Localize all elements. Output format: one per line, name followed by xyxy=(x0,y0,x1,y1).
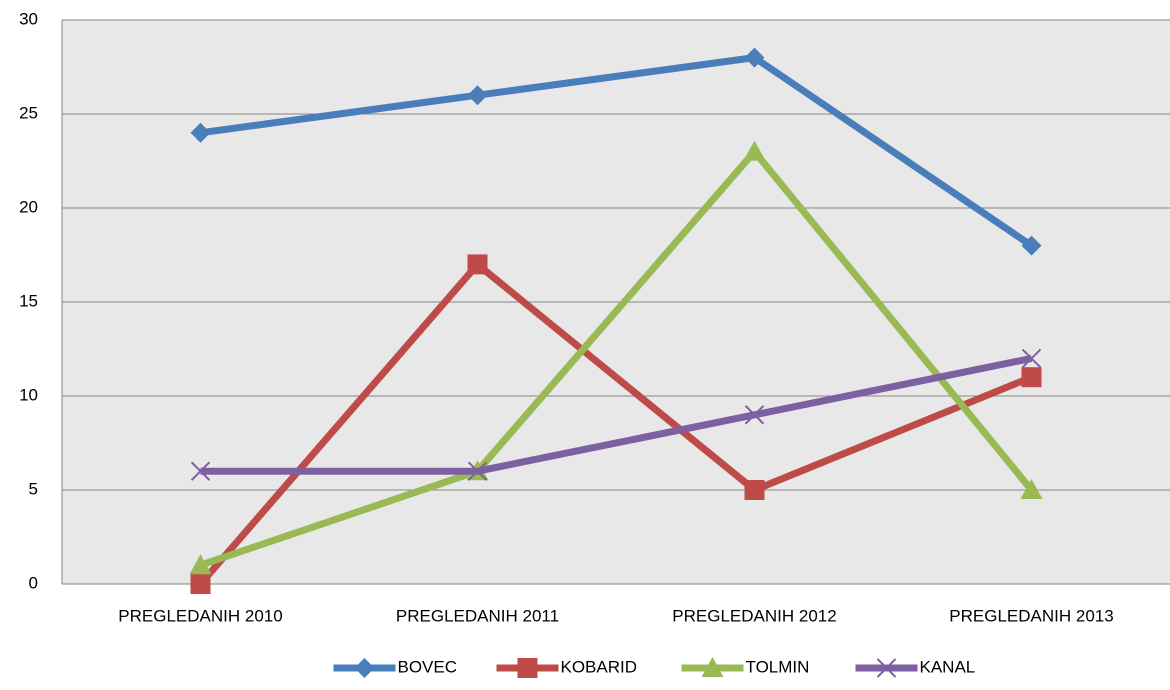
y-tick-label: 10 xyxy=(19,385,38,404)
legend-label: BOVEC xyxy=(398,657,458,676)
y-tick-label: 15 xyxy=(19,291,38,310)
y-tick-label: 5 xyxy=(29,479,38,498)
marker xyxy=(1020,479,1043,499)
line xyxy=(200,54,1034,249)
marker xyxy=(1021,235,1042,256)
marker xyxy=(744,405,765,425)
marker xyxy=(517,658,538,678)
x-tick-label: PREGLEDANIH 2010 xyxy=(118,606,282,625)
legend-label: TOLMIN xyxy=(746,657,810,676)
series xyxy=(190,254,1042,594)
marker xyxy=(1021,348,1042,369)
line xyxy=(199,148,1035,569)
marker xyxy=(190,461,211,481)
x-tick-label: PREGLEDANIH 2012 xyxy=(672,606,836,625)
marker xyxy=(467,254,488,275)
legend-label: KOBARID xyxy=(561,657,638,676)
series xyxy=(190,348,1042,481)
marker xyxy=(744,47,765,68)
x-tick-label: PREGLEDANIH 2011 xyxy=(396,606,559,625)
marker xyxy=(744,480,765,500)
marker xyxy=(701,657,724,677)
marker xyxy=(1021,367,1042,388)
marker xyxy=(876,658,897,678)
y-tick-label: 20 xyxy=(19,197,38,216)
line xyxy=(200,354,1033,475)
marker xyxy=(190,122,211,143)
legend-item: BOVEC xyxy=(333,657,458,678)
legend-label: KANAL xyxy=(920,657,976,676)
y-tick-label: 30 xyxy=(19,9,38,28)
series xyxy=(190,47,1042,256)
legend-item: TOLMIN xyxy=(681,657,810,677)
y-tick-label: 25 xyxy=(19,103,38,122)
y-tick-label: 0 xyxy=(29,573,38,592)
marker xyxy=(354,658,375,678)
marker xyxy=(467,461,488,481)
legend-item: KOBARID xyxy=(496,657,638,678)
legend-item: KANAL xyxy=(855,657,976,678)
x-tick-label: PREGLEDANIH 2013 xyxy=(949,606,1113,625)
marker xyxy=(467,85,488,106)
line xyxy=(197,260,1033,587)
marker xyxy=(743,140,766,161)
marker xyxy=(190,574,211,594)
marker xyxy=(189,554,212,575)
